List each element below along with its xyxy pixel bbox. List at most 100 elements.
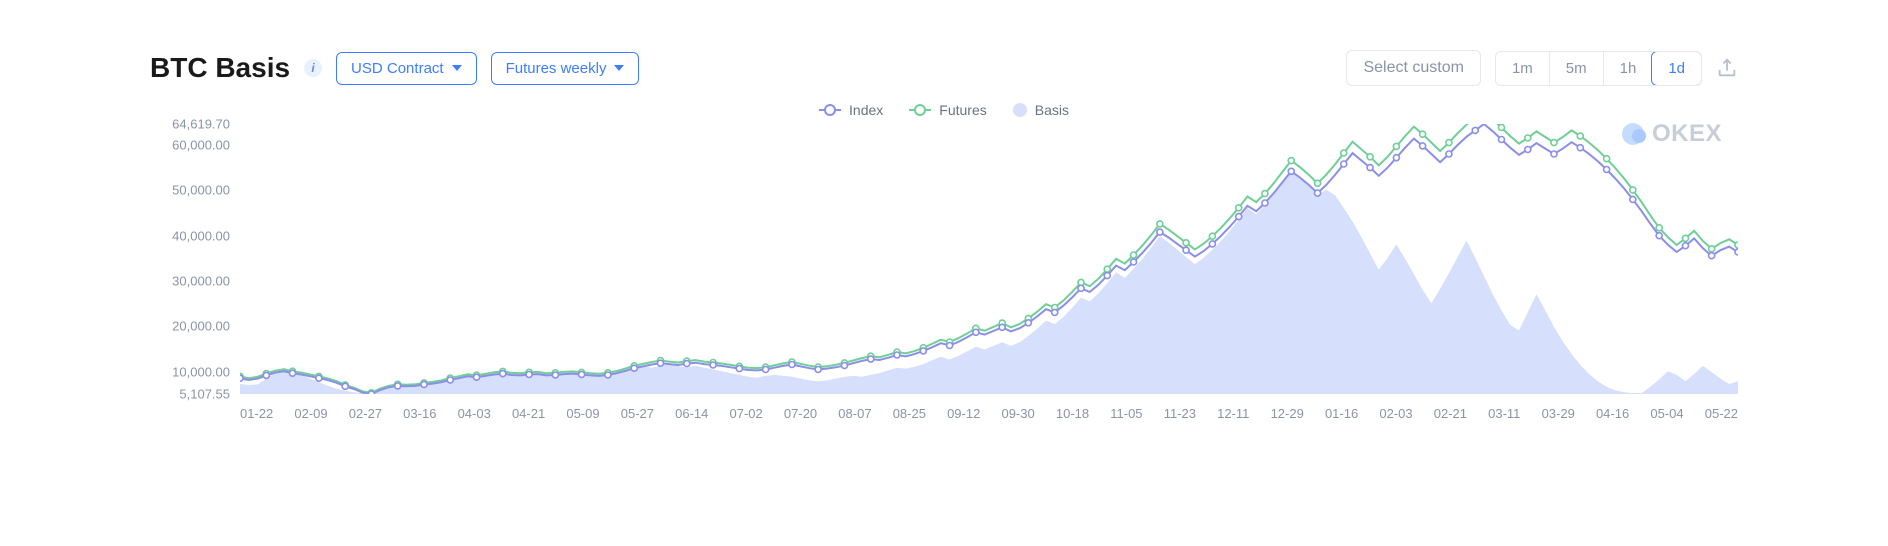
index-marker <box>1735 249 1738 255</box>
index-marker <box>1157 229 1163 235</box>
interval-1h[interactable]: 1h <box>1603 52 1653 85</box>
select-custom-label: Select custom <box>1363 59 1463 76</box>
legend-basis[interactable]: Basis <box>1013 102 1069 118</box>
y-tick-label: 50,000.00 <box>144 183 230 198</box>
chart-legend: Index Futures Basis <box>150 102 1738 118</box>
y-tick-label: 64,619.70 <box>144 117 230 132</box>
x-tick-label: 03-29 <box>1542 406 1575 421</box>
futures-marker <box>1315 180 1321 186</box>
contract-dropdown-label: USD Contract <box>351 60 444 77</box>
index-marker <box>1262 200 1268 206</box>
futures-marker <box>1236 205 1242 211</box>
chevron-down-icon <box>452 65 462 71</box>
x-tick-label: 07-20 <box>784 406 817 421</box>
index-marker <box>500 371 506 377</box>
x-tick-label: 11-05 <box>1110 406 1142 421</box>
futures-marker <box>1577 133 1583 139</box>
index-marker <box>474 374 480 380</box>
y-tick-label: 60,000.00 <box>144 137 230 152</box>
index-marker <box>657 360 663 366</box>
index-marker <box>1420 143 1426 149</box>
index-marker <box>240 375 243 381</box>
x-axis-labels: 01-2202-0902-2703-1604-0304-2105-0905-27… <box>240 406 1738 421</box>
index-marker <box>1183 247 1189 253</box>
index-marker <box>579 372 585 378</box>
index-marker <box>1315 190 1321 196</box>
x-tick-label: 03-16 <box>403 406 436 421</box>
chart-plot[interactable]: OKEX <box>240 124 1738 394</box>
x-tick-label: 02-03 <box>1379 406 1412 421</box>
index-marker <box>841 363 847 369</box>
futures-marker <box>1735 242 1738 248</box>
index-marker <box>789 362 795 368</box>
index-marker <box>684 361 690 367</box>
futures-marker <box>1551 140 1557 146</box>
futures-marker <box>1104 266 1110 272</box>
x-tick-label: 06-14 <box>675 406 708 421</box>
y-tick-label: 20,000.00 <box>144 319 230 334</box>
chart-header: BTC Basis i USD Contract Futures weekly … <box>150 50 1738 86</box>
index-marker <box>710 362 716 368</box>
futures-marker <box>1656 225 1662 231</box>
index-marker <box>342 383 348 389</box>
legend-index-marker <box>819 109 841 111</box>
futures-marker <box>1604 156 1610 162</box>
index-marker <box>973 329 979 335</box>
futures-marker <box>1709 246 1715 252</box>
legend-basis-label: Basis <box>1035 102 1069 118</box>
x-tick-label: 07-02 <box>730 406 763 421</box>
index-marker <box>631 365 637 371</box>
index-marker <box>526 372 532 378</box>
contract-dropdown[interactable]: USD Contract <box>336 52 477 85</box>
index-marker <box>263 372 269 378</box>
select-custom-button[interactable]: Select custom <box>1346 50 1480 86</box>
x-tick-label: 12-29 <box>1271 406 1304 421</box>
index-marker <box>289 370 295 376</box>
x-tick-label: 09-12 <box>947 406 980 421</box>
interval-5m[interactable]: 5m <box>1549 52 1603 85</box>
x-tick-label: 05-09 <box>566 406 599 421</box>
futures-marker <box>1262 191 1268 197</box>
index-marker <box>1472 127 1478 133</box>
index-marker <box>1393 155 1399 161</box>
futures-marker <box>1209 233 1215 239</box>
interval-1m[interactable]: 1m <box>1496 52 1549 85</box>
y-tick-label: 5,107.55 <box>144 387 230 402</box>
index-marker <box>868 356 874 362</box>
info-icon[interactable]: i <box>304 59 322 77</box>
index-marker <box>920 348 926 354</box>
futures-marker <box>1341 150 1347 156</box>
index-marker <box>1052 309 1058 315</box>
legend-index[interactable]: Index <box>819 102 883 118</box>
x-tick-label: 03-11 <box>1488 406 1520 421</box>
index-marker <box>1367 165 1373 171</box>
index-marker <box>1341 161 1347 167</box>
x-tick-label: 04-16 <box>1596 406 1629 421</box>
share-icon[interactable] <box>1716 57 1738 79</box>
index-marker <box>1498 137 1504 143</box>
futures-marker <box>1367 154 1373 160</box>
futures-marker <box>1078 279 1084 285</box>
index-marker <box>1209 241 1215 247</box>
index-marker <box>1078 285 1084 291</box>
x-tick-label: 05-04 <box>1650 406 1683 421</box>
index-marker <box>1236 214 1242 220</box>
index-marker <box>894 352 900 358</box>
futures-marker <box>1446 140 1452 146</box>
x-tick-label: 09-30 <box>1001 406 1034 421</box>
futures-marker <box>1157 221 1163 227</box>
x-tick-label: 02-27 <box>349 406 382 421</box>
interval-1d[interactable]: 1d <box>1651 51 1702 86</box>
index-marker <box>421 382 427 388</box>
futures-marker <box>1420 131 1426 137</box>
index-marker <box>447 377 453 383</box>
futures-marker <box>1682 235 1688 241</box>
futures-marker <box>1630 187 1636 193</box>
y-tick-label: 40,000.00 <box>144 228 230 243</box>
x-tick-label: 01-16 <box>1325 406 1358 421</box>
index-marker <box>1131 259 1137 265</box>
index-marker <box>1288 168 1294 174</box>
legend-futures[interactable]: Futures <box>909 102 986 118</box>
legend-index-label: Index <box>849 102 883 118</box>
period-dropdown[interactable]: Futures weekly <box>491 52 640 85</box>
